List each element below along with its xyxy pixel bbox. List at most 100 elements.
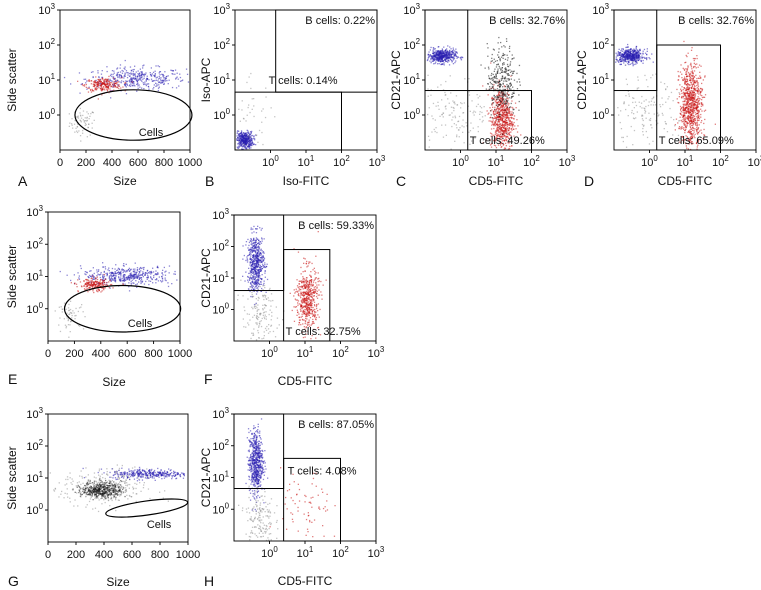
data-point	[690, 103, 692, 105]
data-point	[101, 88, 103, 90]
data-point	[144, 81, 146, 83]
data-point	[441, 60, 444, 62]
data-point	[491, 99, 493, 101]
data-point	[149, 271, 151, 273]
data-point	[508, 132, 510, 135]
data-point	[498, 135, 500, 137]
data-point	[502, 57, 504, 59]
data-point	[186, 73, 189, 75]
data-point	[435, 50, 437, 52]
data-point	[438, 63, 440, 65]
x-tick-label: 400	[92, 348, 110, 360]
data-point	[93, 276, 95, 278]
data-point	[469, 143, 471, 145]
data-point	[70, 279, 72, 282]
data-point	[502, 64, 504, 66]
data-point	[126, 77, 129, 79]
data-point	[686, 89, 688, 91]
data-point	[509, 111, 511, 114]
data-point	[160, 77, 162, 79]
data-point	[624, 50, 626, 52]
data-point	[619, 121, 621, 124]
data-point	[242, 140, 244, 143]
data-point	[67, 324, 70, 326]
data-point	[132, 282, 134, 284]
data-point	[237, 136, 239, 138]
data-point	[497, 110, 499, 112]
data-point	[122, 280, 124, 282]
data-point	[491, 133, 493, 135]
data-point	[500, 79, 503, 81]
data-point	[101, 87, 104, 90]
data-point	[501, 136, 503, 138]
data-point	[88, 123, 90, 125]
data-point	[508, 78, 510, 80]
data-point	[89, 134, 91, 136]
data-point	[72, 310, 74, 312]
data-point	[154, 279, 157, 281]
data-point	[509, 85, 511, 87]
data-point	[685, 96, 687, 98]
data-point	[102, 82, 104, 85]
data-point	[120, 82, 122, 84]
y-tick-label: 100	[38, 107, 55, 122]
data-point	[649, 58, 651, 60]
data-point	[237, 130, 239, 132]
data-point	[449, 75, 451, 77]
data-point	[250, 135, 252, 137]
data-point	[86, 136, 88, 138]
data-point	[688, 93, 690, 95]
data-point	[161, 82, 163, 84]
data-point	[513, 92, 515, 94]
data-point	[437, 55, 439, 57]
data-point	[71, 118, 73, 120]
data-point	[69, 324, 71, 326]
data-point	[507, 137, 510, 139]
data-point	[492, 73, 494, 76]
data-point	[152, 80, 155, 82]
data-point	[164, 77, 166, 79]
data-point	[244, 146, 247, 148]
data-point	[648, 143, 651, 145]
data-point	[87, 279, 89, 281]
data-point	[652, 104, 655, 106]
data-point	[236, 146, 238, 148]
x-tick-label: 103	[748, 154, 761, 169]
data-point	[684, 81, 686, 83]
y-tick-label: 101	[592, 72, 609, 87]
data-point	[490, 135, 492, 137]
data-point	[105, 80, 108, 82]
data-point	[163, 77, 165, 79]
data-point	[641, 95, 643, 98]
data-point	[107, 79, 109, 81]
data-point	[71, 123, 73, 125]
data-point	[625, 95, 627, 97]
data-point	[158, 86, 160, 88]
data-point	[628, 63, 630, 66]
data-point	[248, 133, 251, 135]
data-point	[98, 274, 100, 276]
data-point	[621, 59, 624, 61]
data-point	[486, 43, 488, 45]
data-point	[157, 273, 159, 275]
data-point	[174, 73, 176, 75]
data-point	[159, 77, 161, 79]
data-point	[495, 130, 497, 132]
data-point	[99, 85, 101, 87]
data-point	[496, 136, 498, 138]
data-point	[637, 50, 640, 52]
data-point	[87, 291, 89, 293]
data-point	[133, 276, 135, 278]
data-point	[432, 54, 435, 57]
data-point	[636, 111, 638, 113]
data-point	[113, 70, 115, 72]
data-point	[693, 129, 695, 131]
data-point	[86, 117, 88, 119]
data-point	[508, 142, 510, 144]
data-point	[129, 270, 131, 272]
data-point	[119, 280, 121, 282]
data-point	[519, 81, 521, 83]
data-point	[493, 127, 495, 130]
data-point	[686, 147, 688, 149]
data-point	[520, 134, 522, 136]
